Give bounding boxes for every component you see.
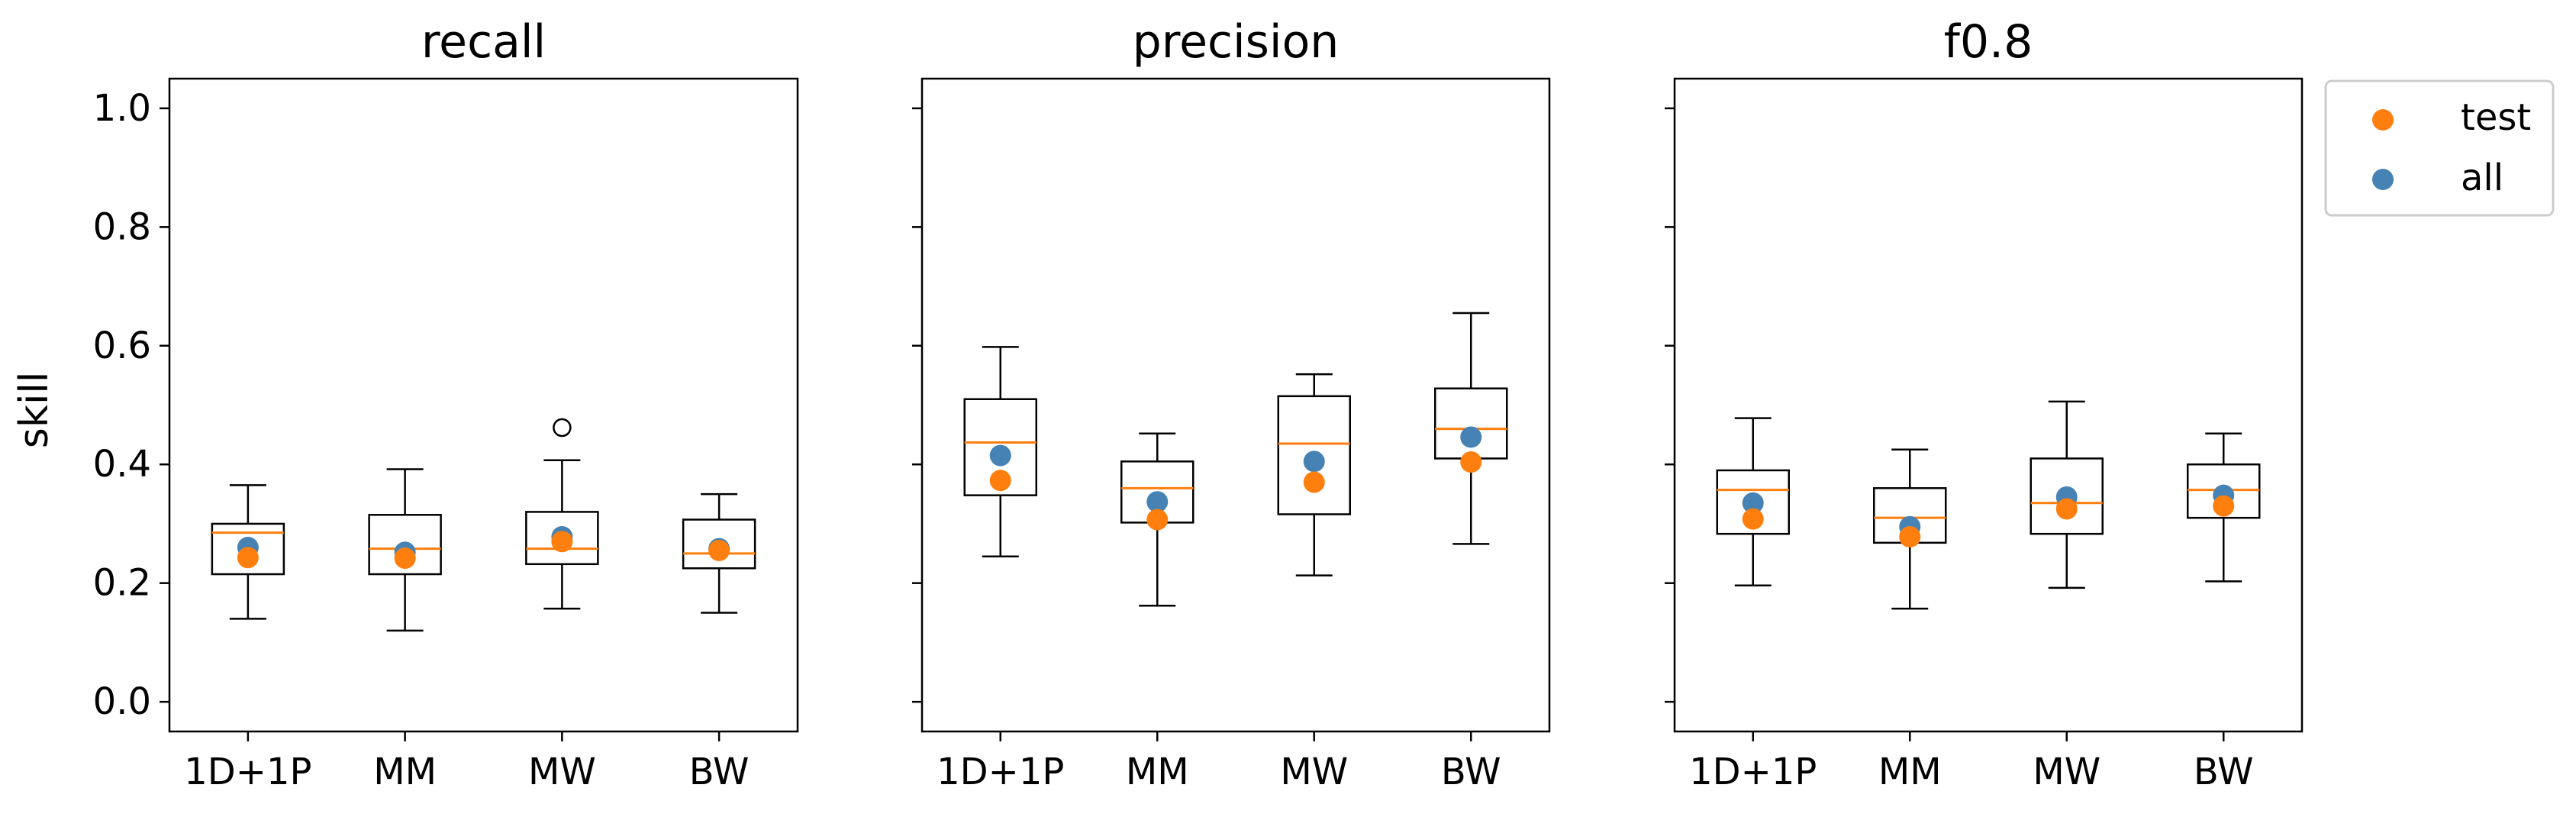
panel-recall: recall 0.0 0.2 0.4 0.6 0.8 1.0 1D+1P MM MW BW [93, 15, 799, 793]
x-tick-label: MM [1126, 751, 1189, 793]
point-test [708, 539, 730, 561]
box-iqr [682, 518, 756, 570]
legend-label-test: test [2461, 96, 2531, 139]
point-test [551, 531, 573, 553]
legend-label-all: all [2461, 157, 2503, 199]
outlier-point [553, 418, 572, 438]
point-test [237, 547, 259, 569]
panel-title: precision [1133, 15, 1340, 69]
panel-precision: precision 1D+1P MM MW BW [912, 15, 1551, 793]
y-tick-label: 0.0 [93, 680, 151, 723]
point-test [394, 547, 416, 570]
box-iqr [1277, 395, 1351, 515]
legend: test all [2324, 79, 2555, 217]
x-tick-label: BW [1441, 751, 1501, 793]
point-all [989, 444, 1011, 467]
point-test [1899, 526, 1921, 548]
y-tick-label: 0.8 [93, 205, 151, 248]
box-iqr [368, 514, 442, 576]
box-iqr [525, 511, 599, 566]
box-iqr [2030, 457, 2104, 535]
point-all [1742, 492, 1764, 514]
x-tick-label: MW [2033, 751, 2100, 793]
box-iqr [1716, 469, 1790, 535]
y-axis-label: skill [11, 372, 57, 449]
point-test [1460, 451, 1482, 473]
point-all [1146, 491, 1169, 513]
point-all [1303, 450, 1325, 473]
point-all [1460, 426, 1482, 448]
x-tick-label: MM [373, 751, 437, 793]
point-test [2213, 495, 2235, 517]
axes-frame [920, 77, 1551, 733]
point-test [1742, 508, 1764, 530]
y-tick-label: 0.6 [93, 325, 151, 367]
y-tick-label: 0.2 [93, 562, 151, 605]
x-tick-label: BW [2194, 751, 2254, 793]
legend-marker-all [2372, 169, 2394, 190]
point-test [1303, 471, 1325, 493]
point-test [1146, 509, 1169, 531]
x-tick-label: 1D+1P [184, 751, 311, 793]
legend-marker-test [2372, 109, 2394, 131]
point-test [2055, 498, 2078, 520]
axes-frame [168, 77, 799, 733]
box-iqr [211, 522, 285, 576]
y-tick-label: 1.0 [93, 87, 151, 130]
x-tick-label: 1D+1P [1689, 751, 1817, 793]
box-iqr [963, 398, 1037, 496]
panel-title: recall [421, 15, 546, 69]
point-test [989, 470, 1011, 492]
box-iqr [1434, 387, 1508, 460]
box-iqr [2187, 463, 2261, 519]
panel-title: f0.8 [1944, 15, 2033, 69]
x-tick-label: MM [1878, 751, 1942, 793]
x-tick-label: MW [528, 751, 596, 793]
x-tick-label: BW [689, 751, 750, 793]
panel-f0.8: f0.8 1D+1P MM MW BW [1665, 15, 2304, 793]
axes-frame [1673, 77, 2304, 733]
x-tick-label: MW [1280, 751, 1348, 793]
y-tick-label: 0.4 [93, 443, 151, 486]
x-tick-label: 1D+1P [937, 751, 1064, 793]
